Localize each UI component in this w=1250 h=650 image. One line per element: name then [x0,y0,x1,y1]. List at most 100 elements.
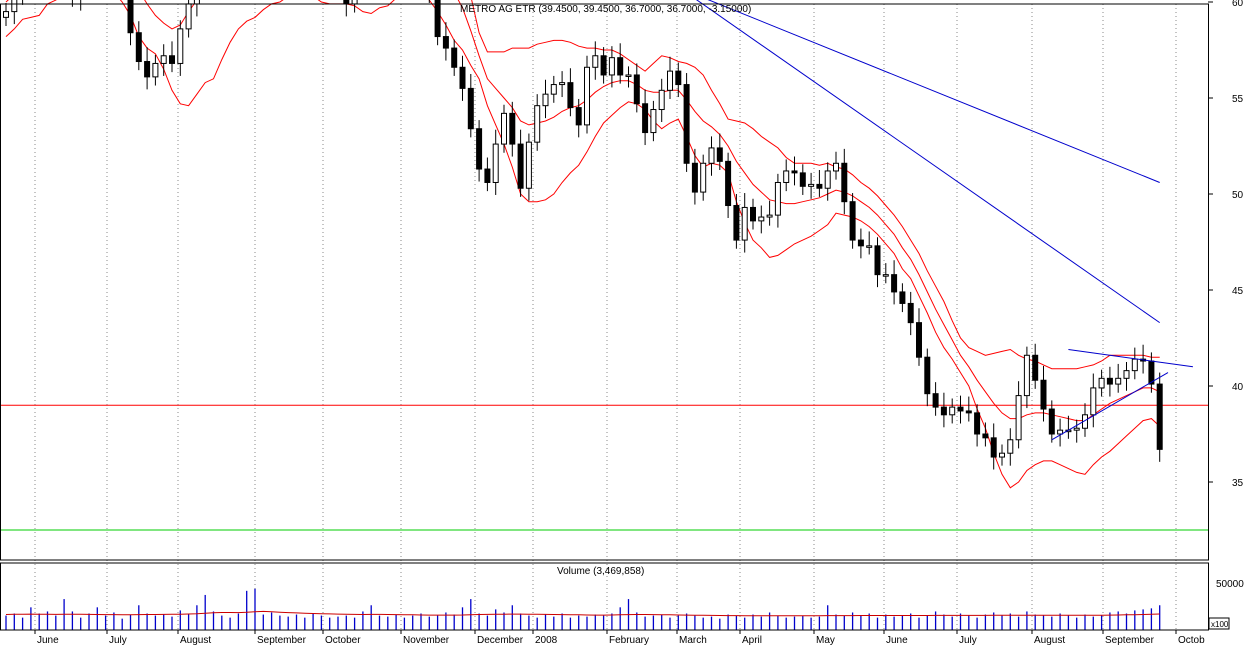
candle-body [957,406,964,412]
candle-body [1032,354,1039,381]
candle-body [451,47,458,68]
candle-body [758,216,765,222]
volume-moving-average [5,610,1160,617]
candle-body [434,0,441,38]
candle-body [1015,395,1022,441]
candle-body [617,57,624,76]
candle-body [633,74,640,105]
candle-body [708,147,715,164]
candle-body [501,112,507,145]
candle-body [766,214,773,218]
candle-body [1040,379,1047,410]
bollinger-lower-band [5,0,1161,489]
candle-body [1073,427,1080,431]
candle-body [343,0,350,5]
candle-body [1048,408,1055,435]
y-tick-label: 40 [1232,382,1244,393]
candle-body [899,291,906,304]
y-tick-label: 55 [1232,94,1244,105]
candle-body [658,89,665,111]
candle-body [584,66,590,126]
candle-body [741,206,748,241]
candle-body [799,172,806,187]
candle-body [442,36,449,49]
candle-body [949,406,956,416]
price-panel-frame [0,3,1209,561]
candle-body [683,84,690,164]
x-tick-label: December [477,635,524,645]
trendline [1068,349,1193,368]
candle-body [750,206,756,222]
volume-scale-label: x100 [1211,620,1229,629]
reference-lines [0,404,1208,531]
x-tick-label: February [609,635,649,645]
y-tick-label: 50 [1232,190,1244,201]
x-tick-label: August [180,635,211,645]
candle-body [1156,383,1163,450]
candle-body [965,410,972,414]
candle-body [144,61,151,78]
candle-body [351,0,358,5]
candle-body [1057,429,1064,435]
axis-labels: 3540455055606550000x100JuneJulyAugustSep… [34,0,1244,646]
candle-body [849,201,856,241]
candle-body [675,70,682,86]
candle-body [484,168,491,183]
candle-body [841,162,848,203]
x-tick-label: Octob [1178,635,1205,645]
candle-body [940,406,947,416]
candle-body [1115,377,1122,385]
candle-body [733,205,740,241]
candle-body [874,245,881,276]
candle-body [1123,370,1130,379]
candle-body [1131,358,1138,372]
candle-body [534,105,541,143]
candle-body [509,112,516,145]
candle-body [882,274,889,277]
volume-panel-frame [0,562,1209,631]
candle-body [650,109,657,134]
candle-body [3,11,9,18]
candle-body [177,28,184,64]
candle-body [716,147,723,162]
candle-body [982,433,989,439]
candle-body [1090,387,1097,416]
candle-body [833,162,839,172]
trendline [707,0,1160,183]
x-tick-label: September [1105,635,1155,645]
candle-body [1023,354,1030,397]
candle-body [891,274,898,293]
x-tick-label: June [37,635,59,645]
bollinger-bands [5,0,1161,489]
candle-body [152,62,159,78]
candle-body [866,245,873,248]
candle-body [816,183,823,189]
candle-body [160,55,167,64]
y-tick-label: 45 [1232,286,1244,297]
bollinger-middle-band [5,0,1160,422]
x-tick-label: 2008 [535,635,558,645]
candle-body [783,170,790,183]
candle-body [1007,439,1014,454]
x-tick-label: November [403,635,450,645]
candle-body [824,170,831,189]
trendlines [696,0,1193,441]
candle-body [525,141,532,189]
x-tick-label: May [816,635,835,645]
candle-body [999,452,1005,458]
candle-body [932,393,939,408]
candle-body [135,32,142,63]
candle-body [691,162,698,193]
candle-body [127,0,134,34]
x-tick-label: September [257,635,307,645]
y-tick-label: 60 [1232,0,1244,9]
candle-body [467,87,474,130]
candle-body [169,55,175,64]
bollinger-upper-band [471,0,1160,370]
x-tick-label: July [109,635,127,645]
candle-body [567,82,574,109]
trendline [1051,372,1169,441]
volume-scale-box [1208,617,1230,630]
candle-body [517,143,524,189]
candle-body [600,55,607,76]
